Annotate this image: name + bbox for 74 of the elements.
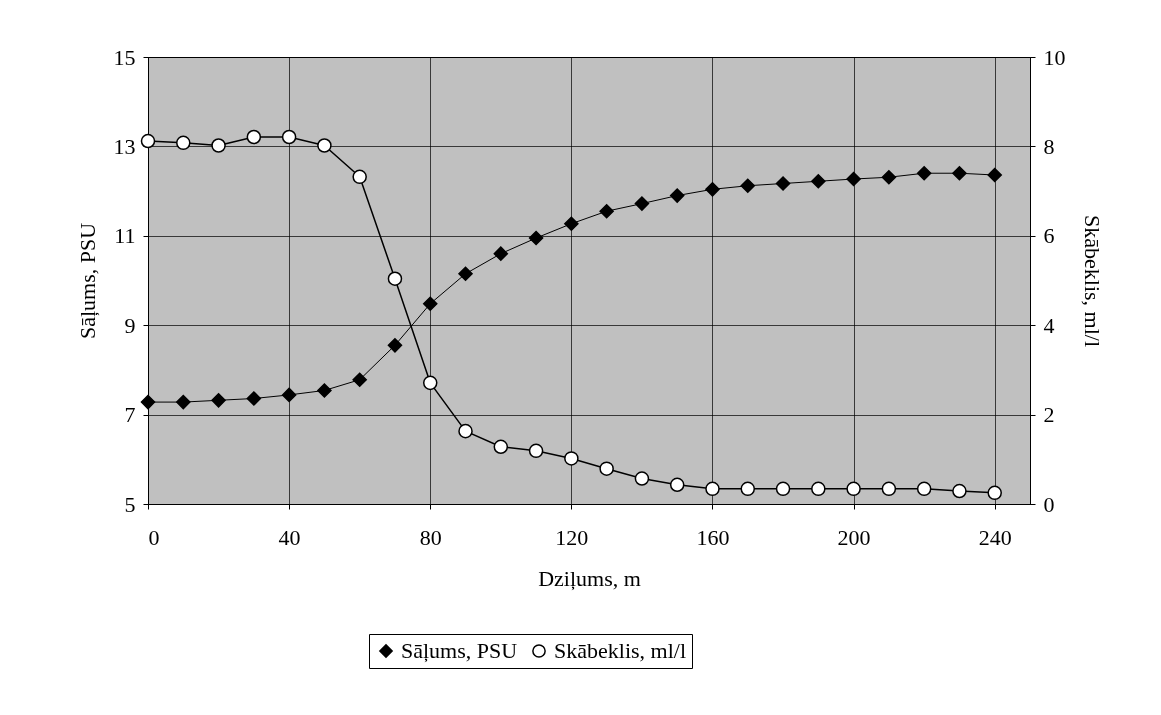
- point: [493, 439, 509, 455]
- point: [352, 169, 367, 185]
- point: [493, 246, 509, 261]
- point: [669, 477, 685, 493]
- point: [775, 176, 791, 191]
- point: [352, 372, 367, 387]
- point: [211, 138, 226, 153]
- x-tick-label: 240: [978, 524, 1012, 550]
- point: [669, 188, 685, 203]
- point: [952, 483, 967, 499]
- point: [846, 481, 861, 497]
- point: [246, 391, 262, 406]
- point: [740, 178, 756, 193]
- y2-tick-label: 8: [1043, 133, 1055, 159]
- x-tick-label: 40: [278, 524, 301, 550]
- point: [317, 383, 332, 398]
- point: [705, 481, 720, 497]
- point: [811, 174, 826, 189]
- point: [775, 481, 791, 497]
- point: [599, 461, 614, 476]
- point: [458, 266, 473, 282]
- point: [916, 165, 932, 181]
- point: [634, 196, 650, 211]
- point: [952, 165, 967, 181]
- y2-tick-label: 2: [1043, 402, 1055, 428]
- x-tick-label: 120: [555, 524, 589, 550]
- point: [387, 338, 403, 353]
- point: [634, 471, 650, 486]
- y2-tick-label: 6: [1043, 223, 1055, 249]
- point: [387, 271, 403, 286]
- point: [881, 169, 897, 185]
- y-tick-label: 15: [113, 44, 136, 70]
- point: [211, 393, 226, 408]
- y-tick-label: 13: [113, 133, 136, 159]
- point: [176, 394, 191, 410]
- point: [140, 394, 156, 410]
- point: [422, 296, 438, 312]
- point: [281, 387, 297, 403]
- x-tick-label: 200: [837, 524, 871, 550]
- point: [811, 481, 826, 497]
- point: [140, 133, 156, 149]
- point: [987, 485, 1002, 501]
- point: [599, 203, 614, 219]
- y2-tick-label: 10: [1043, 44, 1066, 70]
- y-tick-label: 11: [114, 223, 136, 249]
- y-tick-label: 9: [124, 312, 136, 338]
- point: [846, 171, 861, 187]
- point: [881, 481, 897, 497]
- point: [528, 230, 544, 246]
- point: [916, 481, 932, 497]
- x-tick-label: 0: [148, 524, 160, 550]
- x-tick-label: 80: [419, 524, 442, 550]
- point: [528, 443, 544, 459]
- point: [705, 182, 720, 197]
- legend-label: Sāļums, PSU: [401, 638, 518, 663]
- x-tick-label: 160: [696, 524, 730, 550]
- point: [987, 167, 1002, 183]
- point: [176, 135, 191, 151]
- point: [564, 451, 579, 466]
- point: [740, 481, 756, 497]
- point: [422, 375, 438, 391]
- point: [281, 129, 297, 145]
- y-tick-label: 5: [124, 491, 136, 517]
- x-axis-title: Dziļums, m: [538, 565, 641, 591]
- point: [458, 423, 473, 439]
- point: [246, 129, 262, 145]
- point: [317, 138, 332, 153]
- legend-label: Skābeklis, ml/l: [554, 638, 686, 663]
- y2-tick-label: 4: [1043, 312, 1055, 338]
- point: [564, 216, 579, 231]
- y2-tick-label: 0: [1043, 491, 1055, 517]
- y2-axis-title: Skābeklis, ml/l: [1079, 215, 1105, 347]
- y-tick-label: 7: [124, 402, 136, 428]
- y-axis-title: Sāļums, PSU: [74, 222, 100, 340]
